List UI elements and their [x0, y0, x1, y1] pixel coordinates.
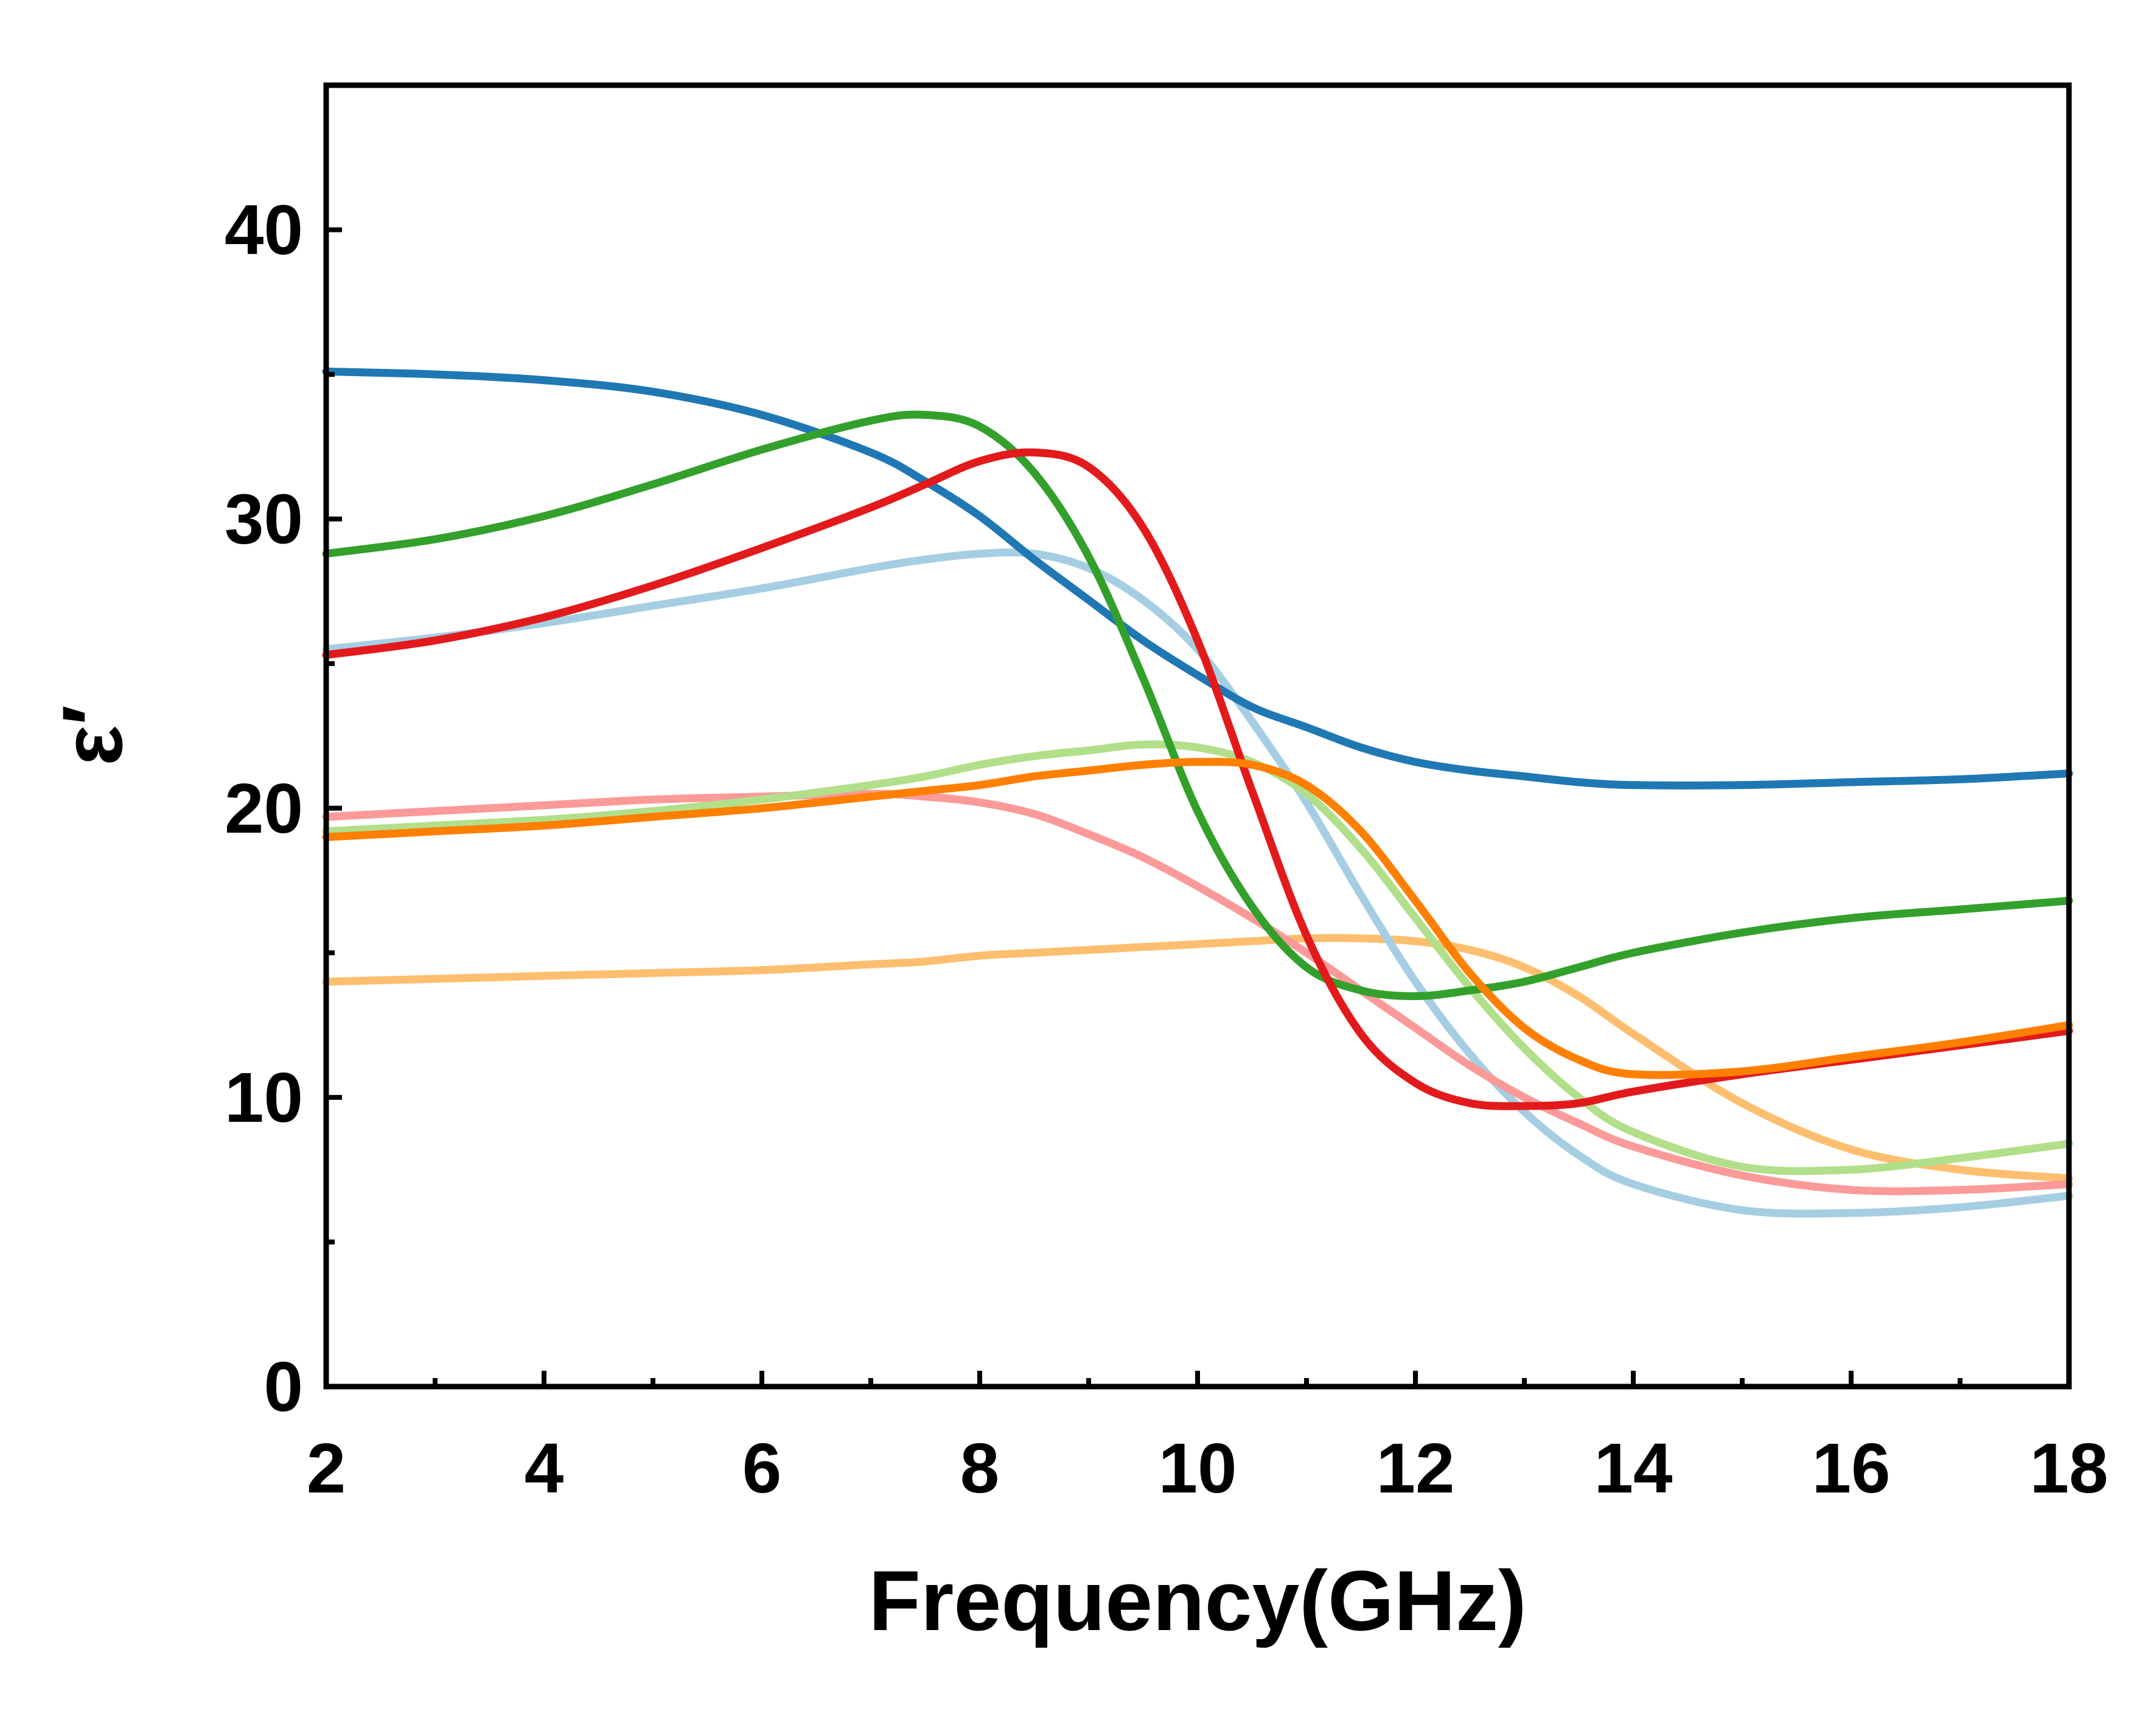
x-tick-label: 14 — [1594, 1429, 1672, 1508]
y-tick-label: 0 — [263, 1347, 303, 1426]
y-tick-label: 40 — [225, 191, 303, 270]
x-tick-label: 10 — [1158, 1429, 1237, 1508]
tick-layer: 2 4 6 8 10 12 14 16 18 0 10 20 30 40 — [225, 83, 2109, 1508]
x-tick-label: 4 — [525, 1429, 564, 1508]
x-tick-label: 8 — [960, 1429, 1000, 1508]
x-tick-label: 12 — [1376, 1429, 1454, 1508]
series-line-green — [322, 410, 2073, 1001]
y-tick-label: 30 — [225, 480, 303, 559]
x-tick-label: 6 — [742, 1429, 782, 1508]
y-axis-title: ε′ — [44, 705, 140, 766]
x-axis-title: Frequency(GHz) — [868, 1553, 1526, 1648]
series-line-orange — [322, 758, 2073, 1079]
series-layer — [322, 367, 2073, 1218]
series-line-dark-blue — [322, 367, 2073, 789]
y-tick-label: 20 — [225, 769, 303, 848]
series-line-light-orange — [322, 934, 2073, 1183]
series-line-pink — [322, 789, 2073, 1195]
series-line-light-blue — [322, 548, 2073, 1218]
x-tick-label: 16 — [1812, 1429, 1890, 1508]
y-tick-label: 10 — [225, 1058, 303, 1137]
x-tick-label: 18 — [2029, 1429, 2108, 1508]
series-line-red — [322, 448, 2073, 1110]
x-tick-label: 2 — [307, 1429, 346, 1508]
